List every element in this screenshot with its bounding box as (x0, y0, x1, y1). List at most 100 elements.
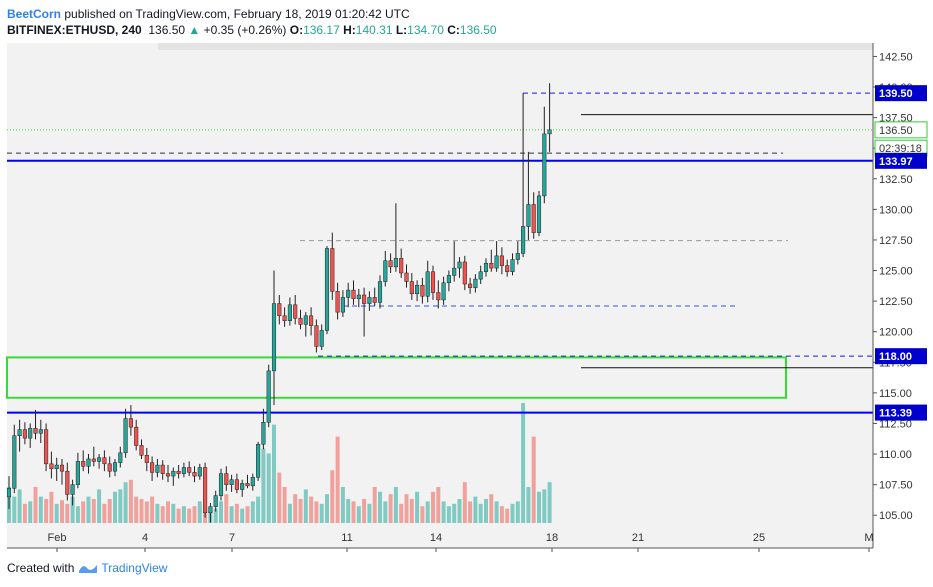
candle-body (287, 304, 292, 321)
drawings (6, 92, 873, 414)
volume-bar (171, 503, 176, 523)
high-value: 140.31 (355, 23, 393, 37)
volume-bar (420, 506, 425, 523)
candle-body (314, 325, 319, 347)
y-tick-label: 105.00 (879, 510, 913, 522)
candle-body (309, 315, 314, 326)
candle-body (271, 303, 277, 372)
candle-body (240, 483, 245, 490)
candle-body (12, 435, 17, 489)
volume-bar (489, 494, 494, 523)
volume-bar (134, 496, 139, 523)
candle-body (91, 458, 96, 462)
volume-bar (462, 482, 467, 523)
candle-body (123, 418, 128, 454)
author-link[interactable]: BeetCorn (7, 7, 62, 21)
candle-body (282, 315, 287, 321)
price-label-text: 118.00 (879, 351, 912, 363)
volume-bar (388, 494, 393, 523)
volume-bar (123, 482, 128, 523)
volume-bars (7, 403, 552, 523)
candle-body (356, 294, 361, 299)
chart-header: BeetCorn published on TradingView.com, F… (7, 6, 497, 38)
candle-body (81, 461, 86, 467)
volume-bar (219, 501, 223, 523)
volume-bar (38, 496, 43, 523)
x-axis[interactable]: Feb 4 7 11 14 18 21 25 M (7, 532, 874, 552)
candle-body (112, 462, 118, 472)
candle-body (277, 303, 282, 317)
low-label: L: (395, 23, 408, 37)
volume-bar (531, 436, 536, 523)
volume-bar (70, 496, 75, 523)
candle-body (303, 315, 308, 325)
candle-body (224, 473, 229, 485)
candle-body (377, 281, 383, 303)
candle-body (446, 275, 451, 284)
plot-top-band (158, 43, 873, 50)
candle-body (44, 429, 49, 465)
volume-bar (256, 496, 261, 523)
volume-bar (166, 501, 170, 523)
volume-bar (282, 487, 287, 523)
volume-bar (229, 506, 234, 523)
volume-bar (505, 508, 510, 523)
volume-bar (266, 453, 271, 523)
candle-body (335, 291, 340, 313)
candle-body (261, 421, 266, 445)
volume-bar (128, 479, 133, 523)
symbol-label[interactable]: BITFINEX:ETHUSD, 240 (7, 23, 142, 37)
volume-bar (494, 501, 499, 523)
y-tick-label: 120.00 (879, 327, 913, 339)
candle-body (70, 484, 75, 495)
x-tick-label: 21 (632, 532, 644, 544)
tradingview-link[interactable]: TradingView (78, 561, 167, 575)
x-tick-label: 11 (341, 532, 352, 544)
candle-body (346, 289, 351, 298)
y-tick-label: 110.00 (879, 449, 912, 461)
volume-bar (144, 501, 149, 523)
candle-body (134, 426, 139, 446)
volume-bar (22, 503, 27, 523)
volume-bar (319, 503, 324, 523)
candle-body (38, 429, 43, 434)
y-tick-label: 127.50 (879, 235, 913, 247)
volume-bar (102, 503, 107, 523)
low-value: 134.70 (407, 23, 444, 37)
candle-body (531, 204, 536, 233)
candle-body (245, 483, 250, 487)
volume-bar (250, 501, 255, 523)
candle-body (420, 284, 425, 297)
candle-body (330, 248, 335, 292)
volume-bar (457, 499, 462, 523)
high-label: H: (343, 23, 356, 37)
candle-body (256, 444, 261, 478)
open-value: 136.17 (303, 23, 340, 37)
support-zone-box[interactable] (6, 356, 787, 399)
x-tick-label: Feb (48, 532, 67, 544)
candle-body (54, 464, 59, 469)
candle-body (319, 330, 324, 347)
candle-body (388, 260, 393, 268)
y-tick-label: 112.50 (879, 418, 912, 430)
candle-body (150, 462, 155, 473)
price-label: 133.97 (875, 152, 927, 169)
candle-body (404, 272, 409, 282)
candle-body (213, 495, 218, 507)
volume-bar (44, 499, 49, 523)
change-arrow-icon: ▲ (188, 23, 201, 37)
candle-body (383, 260, 388, 282)
volume-bar (86, 496, 91, 523)
y-axis[interactable]: 142.50140.00137.50135.00132.50130.00127.… (872, 43, 913, 548)
open-label: O: (289, 23, 304, 37)
volume-bar (150, 496, 155, 523)
volume-bar (139, 499, 144, 523)
volume-bar (272, 424, 276, 523)
volume-bar (176, 508, 181, 523)
change-value: +0.35 (+0.26%) (203, 23, 287, 37)
volume-bar (325, 494, 329, 523)
volume-bar (415, 491, 420, 523)
candle-body (192, 472, 197, 477)
volume-bar (309, 496, 314, 523)
